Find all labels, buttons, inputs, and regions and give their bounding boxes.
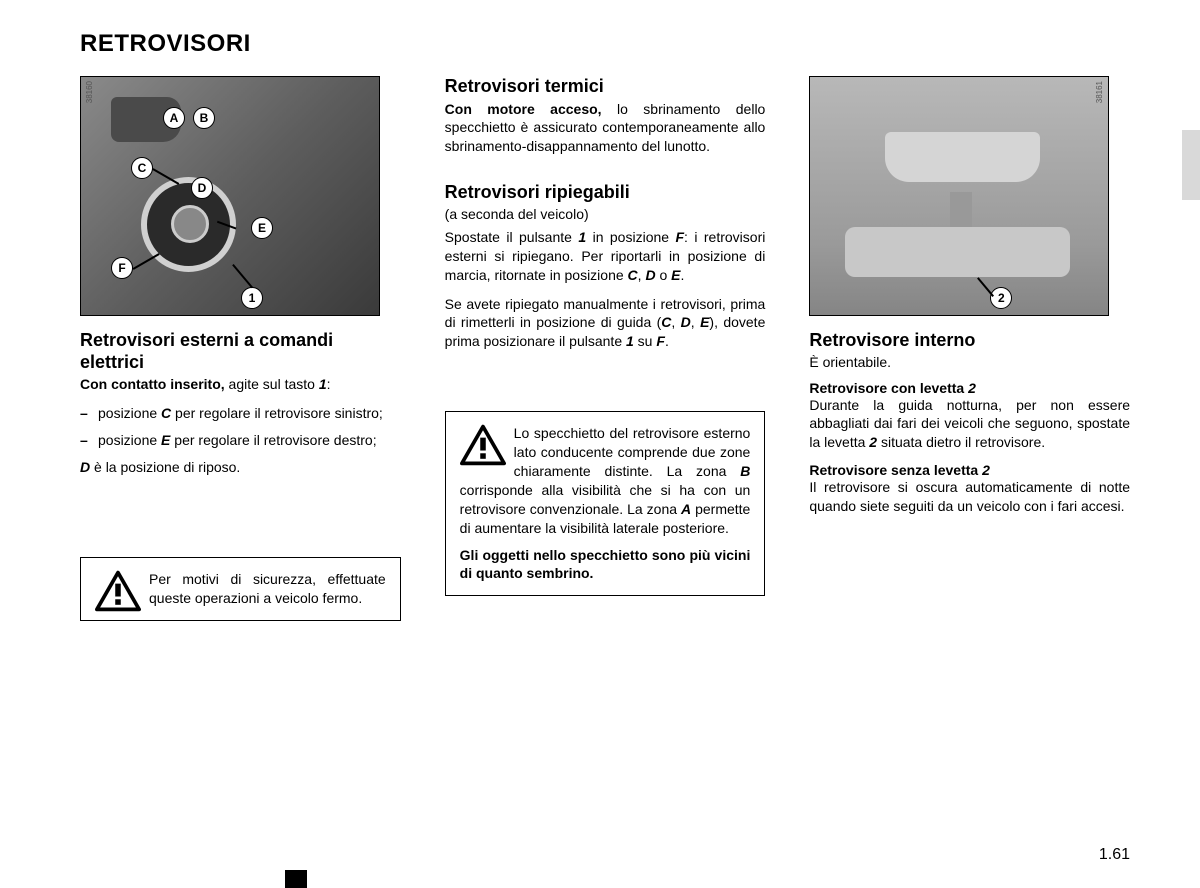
page-title: RETROVISORI <box>80 30 1130 58</box>
para-folding-1: Spostate il pulsante 1 in posizione F: i… <box>445 228 766 285</box>
ref: D <box>80 459 90 475</box>
ref: F <box>675 229 684 245</box>
column-right: 38161 2 Retrovisore interno È orientabil… <box>809 76 1130 621</box>
warning-text: Per motivi di sicurezza, effettuate ques… <box>149 571 386 606</box>
text: Spostate il pulsante <box>445 229 579 245</box>
callout-F: F <box>111 257 133 279</box>
text: posizione <box>98 405 161 421</box>
bold-text: Con motore acceso, <box>445 101 602 117</box>
callout-B: B <box>193 107 215 129</box>
callout-1: 1 <box>241 287 263 309</box>
warning-box-zones: Lo specchietto del retrovisore esterno l… <box>445 411 766 596</box>
heading-heated-mirrors: Retrovisori termici <box>445 76 766 98</box>
text: . <box>665 333 669 349</box>
ref: 2 <box>968 380 976 396</box>
ref: B <box>740 463 750 479</box>
ref: 1 <box>578 229 586 245</box>
text: o <box>656 267 672 283</box>
image-id: 38161 <box>1095 81 1104 103</box>
text: : <box>327 376 331 392</box>
ref: D <box>645 267 655 283</box>
callout-C: C <box>131 157 153 179</box>
subnote: (a seconda del veicolo) <box>445 206 766 222</box>
callout-E: E <box>251 217 273 239</box>
text: per regolare il retrovisore sinistro; <box>171 405 383 421</box>
text: è la posizione di riposo. <box>90 459 240 475</box>
ref: A <box>681 501 691 517</box>
image-id: 38160 <box>85 81 94 103</box>
text: , <box>671 314 680 330</box>
text: Lo specchietto del retrovisore esterno l… <box>514 425 751 479</box>
para-rest: D è la posizione di riposo. <box>80 458 401 477</box>
para-intro: Con contatto inserito, agite sul tasto 1… <box>80 375 401 394</box>
ref: E <box>671 267 680 283</box>
heading-exterior-mirrors: Retrovisori esterni a comandi elettrici <box>80 330 401 373</box>
figure-interior-mirror: 38161 2 <box>809 76 1109 316</box>
ref: 1 <box>319 376 327 392</box>
warning-icon <box>95 570 141 612</box>
text: Retrovisore senza levetta <box>809 462 982 478</box>
list-item: posizione C per regolare il retrovisore … <box>80 404 401 423</box>
warning-bold-text: Gli oggetti nello specchietto sono più v… <box>460 546 751 584</box>
para-nolever: Il retrovisore si oscura automaticamente… <box>809 478 1130 516</box>
column-center: Retrovisori termici Con motore acceso, l… <box>445 76 766 621</box>
para-heated: Con motore acceso, lo sbrinamento dello … <box>445 100 766 157</box>
ref: E <box>700 314 709 330</box>
ref: C <box>661 314 671 330</box>
manual-page: RETROVISORI 38160 A B C D E F 1 <box>0 0 1200 888</box>
ref: 2 <box>869 434 877 450</box>
page-number: 1.61 <box>1099 846 1130 864</box>
warning-box: Per motivi di sicurezza, effettuate ques… <box>80 557 401 621</box>
subnote-orientable: È orientabile. <box>809 354 1130 370</box>
text: su <box>634 333 657 349</box>
text: agite sul tasto <box>225 376 319 392</box>
ref: E <box>161 432 170 448</box>
heading-interior-mirror: Retrovisore interno <box>809 330 1130 352</box>
section-tab-mark <box>285 870 307 888</box>
text: posizione <box>98 432 161 448</box>
text: in posizione <box>586 229 675 245</box>
ref: C <box>161 405 171 421</box>
bullet-list: posizione C per regolare il retrovisore … <box>80 404 401 450</box>
text: per regolare il retrovisore destro; <box>170 432 376 448</box>
text: , <box>691 314 700 330</box>
text: situata dietro il retrovisore. <box>877 434 1045 450</box>
columns: 38160 A B C D E F 1 Retrovisori esterni … <box>80 76 1130 621</box>
column-left: 38160 A B C D E F 1 Retrovisori esterni … <box>80 76 401 621</box>
ref: F <box>656 333 665 349</box>
text: . <box>681 267 685 283</box>
para-folding-2: Se avete ripiegato manualmente i retrovi… <box>445 295 766 352</box>
bold-text: Con contatto inserito, <box>80 376 225 392</box>
heading-folding-mirrors: Retrovisori ripiegabili <box>445 182 766 204</box>
warning-icon <box>460 424 506 466</box>
sub-heading-nolever: Retrovisore senza levetta 2 <box>809 462 1130 478</box>
callout-A: A <box>163 107 185 129</box>
sub-heading-lever: Retrovisore con levetta 2 <box>809 380 1130 396</box>
figure-exterior-mirror: 38160 A B C D E F 1 <box>80 76 380 316</box>
list-item: posizione E per regolare il retrovisore … <box>80 431 401 450</box>
ref: D <box>681 314 691 330</box>
text: Retrovisore con levetta <box>809 380 968 396</box>
ref: 1 <box>626 333 634 349</box>
ref: C <box>628 267 638 283</box>
ref: 2 <box>982 462 990 478</box>
para-lever: Durante la guida notturna, per non esser… <box>809 396 1130 453</box>
callout-D: D <box>191 177 213 199</box>
